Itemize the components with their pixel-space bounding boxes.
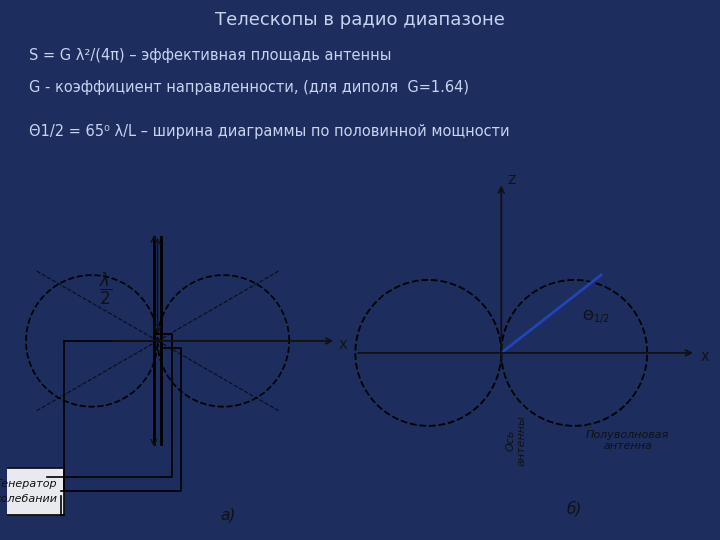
Text: б): б) — [567, 501, 582, 516]
Text: колебании: колебании — [0, 494, 58, 504]
Text: Полуволновая
антенна: Полуволновая антенна — [586, 430, 670, 451]
Text: Ось
антенны: Ось антенны — [505, 415, 526, 466]
Text: Z: Z — [507, 174, 516, 187]
Text: X: X — [338, 339, 347, 352]
FancyBboxPatch shape — [0, 468, 63, 515]
Text: X: X — [701, 351, 709, 364]
Text: $\dfrac{\lambda}{2}$: $\dfrac{\lambda}{2}$ — [99, 271, 112, 307]
Text: Θ1/2 = 65⁰ λ/L – ширина диаграммы по половинной мощности: Θ1/2 = 65⁰ λ/L – ширина диаграммы по пол… — [29, 124, 510, 139]
Text: $\Theta_{1/2}$: $\Theta_{1/2}$ — [582, 308, 609, 325]
Text: S = G λ²/(4π) – эффективная площадь антенны: S = G λ²/(4π) – эффективная площадь анте… — [29, 49, 391, 63]
Text: а): а) — [220, 507, 235, 522]
Text: Генератор: Генератор — [0, 479, 57, 489]
Text: G - коэффициент направленности, (для диполя  G=1.64): G - коэффициент направленности, (для дип… — [29, 80, 469, 95]
Text: Телескопы в радио диапазоне: Телескопы в радио диапазоне — [215, 11, 505, 29]
